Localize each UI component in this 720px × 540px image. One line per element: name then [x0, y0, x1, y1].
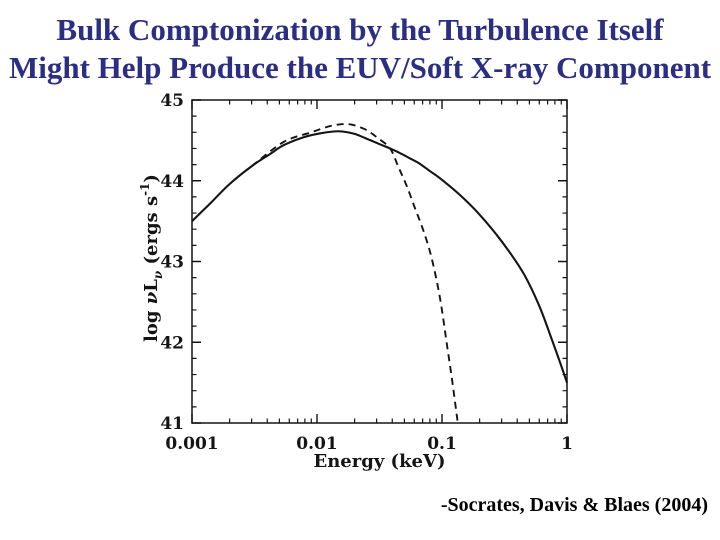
x-tick-label: 1 [561, 434, 573, 454]
series-solid-curve [191, 130, 568, 383]
y-tick-label: 43 [160, 253, 184, 273]
y-tick-label: 44 [160, 172, 184, 192]
spectrum-figure: 0.001 0.01 0.1 1 45 44 43 42 41 Energy (keV) log ν… [130, 80, 600, 490]
y-tick-label: 45 [160, 91, 184, 111]
slide-title-line2: Might Help Produce the EUV/Soft X-ray Co… [8, 50, 712, 85]
x-tick-label: 0.1 [427, 434, 457, 454]
minor-ticks [192, 100, 567, 423]
y-tick-label: 41 [160, 414, 184, 434]
citation: -Socrates, Davis & Blaes (2004) [440, 494, 708, 516]
slide-title-line1: Bulk Comptonization by the Turbulence It… [56, 12, 664, 47]
x-tick-label: 0.01 [296, 434, 337, 454]
y-axis-title: log νLν (ergs s-1) [138, 174, 165, 342]
slide-title: Bulk Comptonization by the Turbulence It… [0, 11, 720, 87]
y-tick-label: 42 [160, 333, 184, 353]
major-ticks [191, 99, 568, 424]
x-tick-label: 0.001 [165, 434, 218, 454]
plot-box [191, 99, 568, 424]
x-axis-title: Energy (keV) [314, 451, 446, 472]
spectrum-plot: 0.001 0.01 0.1 1 45 44 43 42 41 Energy (keV) log ν… [138, 91, 573, 472]
series-dashed-curve [251, 123, 459, 421]
